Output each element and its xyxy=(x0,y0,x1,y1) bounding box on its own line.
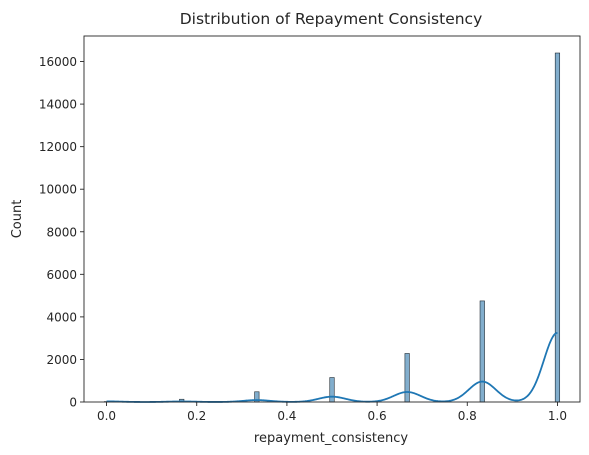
x-tick-label: 0.0 xyxy=(97,409,116,423)
histogram-bar xyxy=(404,353,410,403)
y-axis-label: Count xyxy=(10,200,25,239)
x-tick-label: 0.6 xyxy=(368,409,387,423)
x-axis-label: repayment_consistency xyxy=(254,431,408,446)
y-tick-label: 14000 xyxy=(39,98,77,112)
histogram-bar xyxy=(554,52,561,403)
histogram-bar xyxy=(479,300,485,403)
y-tick-label: 12000 xyxy=(39,140,77,154)
kde-line xyxy=(106,331,558,403)
chart-title: Distribution of Repayment Consistency xyxy=(180,10,483,28)
x-axis-ticks: 0.0 0.2 0.4 0.6 0.8 1.0 xyxy=(97,402,567,423)
y-tick-label: 6000 xyxy=(46,268,77,282)
x-tick-label: 0.8 xyxy=(458,409,477,423)
x-tick-label: 0.2 xyxy=(187,409,206,423)
y-tick-label: 10000 xyxy=(39,183,77,197)
x-tick-label: 1.0 xyxy=(548,409,567,423)
y-tick-label: 4000 xyxy=(46,310,77,324)
x-tick-label: 0.4 xyxy=(277,409,296,423)
plot-frame xyxy=(83,35,581,403)
y-tick-label: 2000 xyxy=(46,353,77,367)
histogram-bar xyxy=(329,377,335,403)
y-tick-label: 16000 xyxy=(39,55,77,69)
y-axis-ticks: 0 2000 4000 6000 8000 10000 12000 14000 16000 xyxy=(39,55,84,410)
plot-area xyxy=(103,52,561,403)
y-tick-label: 8000 xyxy=(46,225,77,239)
y-tick-label: 0 xyxy=(69,396,77,410)
